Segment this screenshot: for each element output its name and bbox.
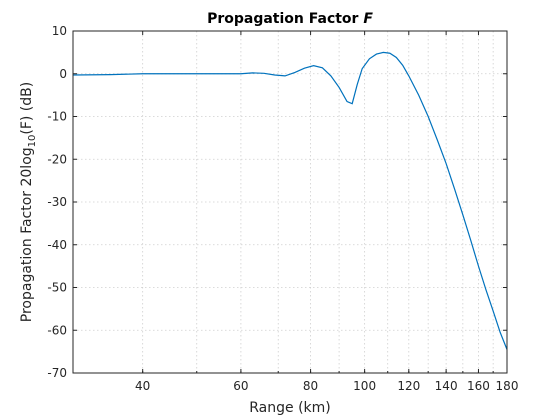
- y-tick-label: -40: [47, 238, 67, 252]
- x-tick-label: 60: [233, 379, 248, 393]
- tick-layer: 40 60 80 100 120 140 160 180-70-60-50-40-30-20-…: [47, 24, 518, 393]
- x-tick-label: 160: [467, 379, 490, 393]
- chart-title: Propagation Factor F: [207, 11, 373, 27]
- y-axis-label-subscript: 10: [27, 135, 38, 148]
- x-tick-label: 140: [435, 379, 458, 393]
- x-axis-label: Range (km): [249, 400, 331, 416]
- y-tick-label: -60: [47, 323, 67, 337]
- y-tick-label: -50: [47, 281, 67, 295]
- chart-title-text: Propagation Factor: [207, 11, 358, 27]
- y-axis-label-text: Propagation Factor 20log: [19, 147, 35, 322]
- y-axis-label-suffix: (F) (dB): [19, 82, 35, 135]
- y-tick-label: -70: [47, 366, 67, 380]
- y-tick-label: 0: [59, 67, 67, 81]
- chart-title-symbol: F: [363, 11, 373, 27]
- x-tick-label: 80: [303, 379, 318, 393]
- y-tick-label: 10: [52, 24, 67, 38]
- x-tick-label: 100: [353, 379, 376, 393]
- x-tick-label: 40: [135, 379, 150, 393]
- series-layer: [72, 51, 508, 350]
- x-tick-label: 120: [397, 379, 420, 393]
- y-axis-label: Propagation Factor 20log10(F) (dB): [19, 82, 38, 322]
- y-tick-label: -20: [47, 152, 67, 166]
- y-tick-label: -10: [47, 110, 67, 124]
- x-tick-label: 180: [496, 379, 519, 393]
- series-line: [72, 51, 508, 350]
- y-tick-label: -30: [47, 195, 67, 209]
